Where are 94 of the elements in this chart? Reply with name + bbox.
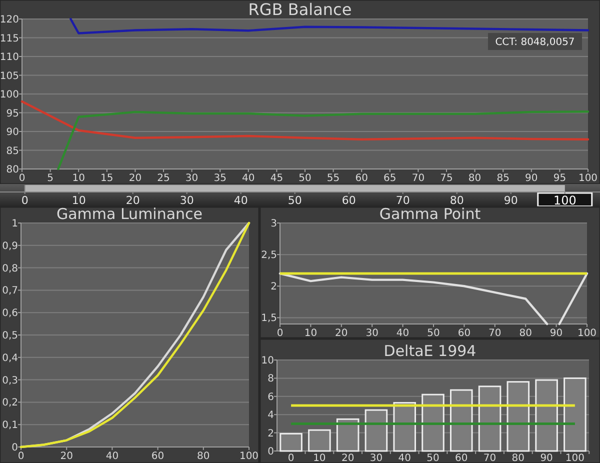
y-tick-label: 100 — [0, 90, 19, 100]
x-tick-label: 0 — [21, 194, 28, 207]
x-tick-label: 100 — [239, 451, 259, 462]
x-tick-label: 70 — [396, 194, 410, 207]
x-tick-label: 90 — [540, 453, 553, 463]
x-tick-label: 85 — [496, 173, 510, 184]
x-tick-label: 100 — [577, 328, 597, 339]
x-tick-label: 75 — [440, 173, 453, 184]
y-tick-label: 0,5 — [2, 330, 18, 342]
x-tick-label: 100 — [565, 453, 584, 463]
x-tick-label: 70 — [483, 453, 496, 463]
x-tick-label: 90 — [550, 328, 563, 339]
line-series — [20, 100, 590, 140]
x-tick-label: 80 — [468, 173, 482, 184]
x-tick-label: 65 — [384, 173, 396, 184]
x-tick-label: 80 — [519, 328, 532, 339]
y-tick-label: 4 — [268, 410, 274, 422]
x-tick-label: 40 — [398, 453, 411, 463]
x-tick-label: 40 — [242, 173, 255, 184]
x-tick-label: 25 — [157, 173, 170, 184]
x-tick-label: 80 — [450, 194, 464, 207]
line-series — [70, 18, 590, 34]
x-tick-label: 60 — [342, 194, 356, 207]
x-tick-label: 100 — [553, 193, 576, 208]
x-tick-label: 15 — [100, 173, 114, 184]
x-tick-label: 20 — [60, 451, 73, 462]
x-tick-label: 50 — [288, 194, 302, 207]
y-tick-label: 6 — [268, 392, 274, 403]
chart-title: Gamma Point — [379, 205, 481, 223]
y-tick-label: 110 — [0, 52, 19, 63]
y-tick-label: 0,3 — [2, 375, 18, 386]
y-tick-label: 90 — [6, 127, 19, 138]
x-tick-label: 10 — [72, 194, 86, 207]
x-tick-label: 35 — [214, 173, 226, 184]
y-tick-label: 0,6 — [2, 308, 18, 320]
x-tick-label: 45 — [270, 173, 284, 184]
x-tick-label: 50 — [427, 328, 440, 339]
y-tick-label: 2 — [270, 282, 277, 293]
x-tick-label: 50 — [426, 453, 440, 463]
x-tick-label: 0 — [288, 453, 294, 463]
y-tick-label: 0,1 — [2, 420, 18, 432]
annotation: CCT: 8048,0057 — [495, 37, 575, 48]
x-tick-label: 70 — [412, 173, 425, 184]
y-tick-label: 0,9 — [2, 240, 18, 252]
y-tick-label: 95 — [6, 108, 19, 120]
chart-title: RGB Balance — [248, 0, 352, 19]
y-tick-label: 1 — [12, 218, 18, 230]
y-tick-label: 0,7 — [2, 286, 18, 297]
x-tick-label: 50 — [298, 173, 312, 184]
x-tick-label: 95 — [553, 173, 566, 184]
x-tick-label: 5 — [47, 173, 54, 184]
x-tick-label: 60 — [355, 173, 368, 184]
y-tick-label: 2 — [268, 428, 274, 440]
line-series — [57, 110, 590, 170]
y-tick-label: 115 — [0, 33, 19, 44]
x-tick-label: 55 — [326, 173, 340, 184]
chart-title: DeltaE 1994 — [384, 342, 476, 360]
x-tick-label: 20 — [335, 328, 348, 339]
x-tick-label: 60 — [151, 451, 164, 462]
y-tick-label: 105 — [0, 70, 19, 82]
x-tick-label: 20 — [341, 453, 354, 463]
y-tick-label: 0,2 — [2, 398, 18, 409]
y-tick-label: 1,5 — [261, 313, 277, 324]
x-tick-label: 60 — [458, 328, 471, 339]
x-tick-label: 30 — [180, 194, 194, 207]
x-tick-label: 80 — [512, 453, 525, 463]
x-tick-label: 100 — [578, 173, 598, 184]
y-tick-label: 0,4 — [2, 352, 18, 364]
y-tick-label: 0,8 — [2, 263, 18, 274]
x-tick-label: 10 — [313, 453, 326, 463]
x-tick-label: 60 — [455, 453, 468, 463]
y-tick-label: 120 — [0, 14, 19, 26]
x-tick-label: 20 — [126, 194, 140, 207]
y-tick-label: 85 — [6, 146, 19, 157]
x-tick-label: 70 — [488, 328, 502, 339]
x-tick-label: 40 — [234, 194, 248, 207]
chart-title: Gamma Luminance — [56, 205, 203, 223]
y-tick-label: 2,5 — [261, 250, 277, 262]
y-tick-label: 80 — [6, 164, 19, 176]
y-tick-label: 0 — [12, 442, 18, 454]
x-tick-label: 90 — [525, 173, 538, 184]
x-tick-label: 30 — [370, 453, 383, 463]
x-tick-label: 40 — [106, 451, 119, 462]
x-tick-label: 30 — [366, 328, 378, 339]
x-tick-label: 10 — [304, 328, 318, 339]
y-tick-label: 8 — [268, 374, 274, 385]
x-tick-label: 80 — [197, 451, 210, 462]
x-tick-label: 40 — [396, 328, 410, 339]
x-tick-label: 10 — [72, 173, 85, 184]
y-tick-label: 10 — [261, 356, 274, 366]
x-tick-label: 90 — [504, 194, 518, 207]
x-tick-label: 20 — [128, 173, 142, 184]
x-tick-label: 30 — [185, 173, 198, 184]
y-tick-label: 3 — [270, 218, 277, 230]
